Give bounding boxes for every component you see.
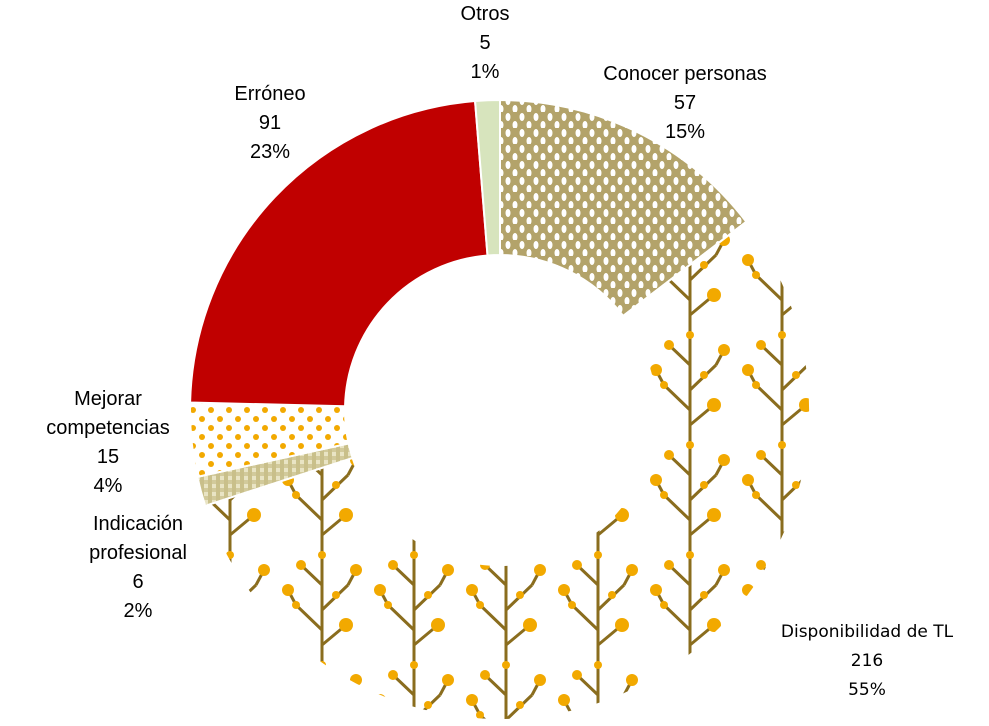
percent-label: 23% — [249, 141, 291, 163]
percent-label: 55% — [848, 680, 886, 700]
data-label: Conocer personas 57 15% — [555, 60, 815, 147]
data-label: Disponibilidad de TL 216 55% — [757, 618, 977, 705]
category-label: Conocer personas — [603, 63, 767, 85]
data-label: Indicación profesional 6 2% — [73, 510, 203, 626]
category-label: Indicación profesional — [89, 513, 187, 564]
value-label: 15 — [96, 446, 120, 468]
percent-label: 4% — [93, 475, 123, 497]
value-label: 5 — [479, 32, 491, 54]
data-label: Erróneo 91 23% — [190, 80, 350, 167]
value-label: 91 — [258, 112, 282, 134]
value-label: 216 — [850, 651, 884, 671]
donut-slice — [203, 220, 811, 721]
data-label: Mejorar competencias 15 4% — [43, 385, 173, 501]
value-label: 57 — [673, 92, 697, 114]
percent-label: 15% — [664, 121, 706, 143]
donut-slice — [473, 98, 501, 257]
category-label: Otros — [460, 3, 510, 25]
category-label: Disponibilidad de TL — [780, 622, 954, 642]
donut-slice — [499, 98, 748, 318]
category-label: Erróneo — [234, 83, 306, 105]
category-label: Mejorar competencias — [46, 388, 170, 439]
value-label: 6 — [132, 571, 144, 593]
donut-slice — [189, 99, 489, 408]
percent-label: 2% — [123, 600, 153, 622]
percent-label: 1% — [470, 61, 500, 83]
data-label: Otros 5 1% — [435, 0, 535, 87]
